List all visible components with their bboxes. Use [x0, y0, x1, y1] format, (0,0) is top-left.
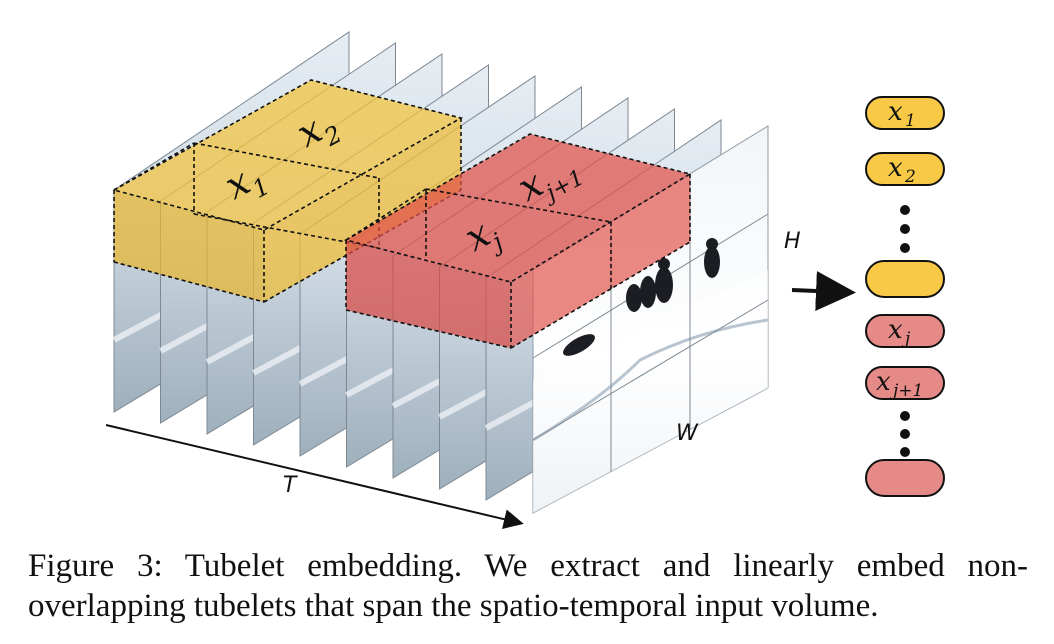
ellipsis-dot: [900, 224, 910, 234]
token-subscript: j: [901, 329, 911, 349]
ellipsis-dot: [900, 429, 910, 439]
ellipsis-dot: [900, 205, 910, 215]
token-pill: [865, 96, 945, 130]
token-label: x: [876, 367, 891, 397]
token-2: [865, 260, 945, 298]
axis-label-t: T: [283, 473, 298, 498]
tubelet-diagram: x 1 x 2 x j x j+1 H W T x 1 x 2 x j x j+1: [105, 31, 945, 529]
ellipsis-dot: [900, 411, 910, 421]
token-subscript: j+1: [889, 381, 923, 401]
axis-label-w: W: [676, 421, 699, 446]
time-axis-arrow: [105, 424, 524, 529]
token-label: x: [888, 153, 903, 183]
token-pill: [865, 366, 945, 400]
red-tubelets: [343, 133, 693, 349]
ellipsis-dot: [900, 243, 910, 253]
token-pill: [865, 459, 945, 497]
token-subscript: 2: [904, 167, 916, 187]
figure-caption: Figure 3: Tubelet embedding. We extract …: [28, 548, 1028, 624]
token-5: [865, 459, 945, 497]
token-pill: [865, 260, 945, 298]
token-sequence: x 1x 2x jx j+1: [865, 96, 945, 497]
embed-arrow: [791, 271, 856, 311]
front-frame: [532, 125, 769, 514]
token-pill: [865, 314, 945, 348]
penguin-group: [563, 238, 720, 356]
axis-label-h: H: [784, 229, 801, 254]
token-label: x: [888, 97, 903, 127]
token-subscript: 1: [905, 111, 916, 131]
yellow-tubelets: [111, 79, 464, 303]
token-label: x: [888, 315, 903, 345]
token-pill: [865, 152, 945, 186]
token-4: x j+1: [865, 366, 945, 401]
ellipsis-dot: [900, 447, 910, 457]
